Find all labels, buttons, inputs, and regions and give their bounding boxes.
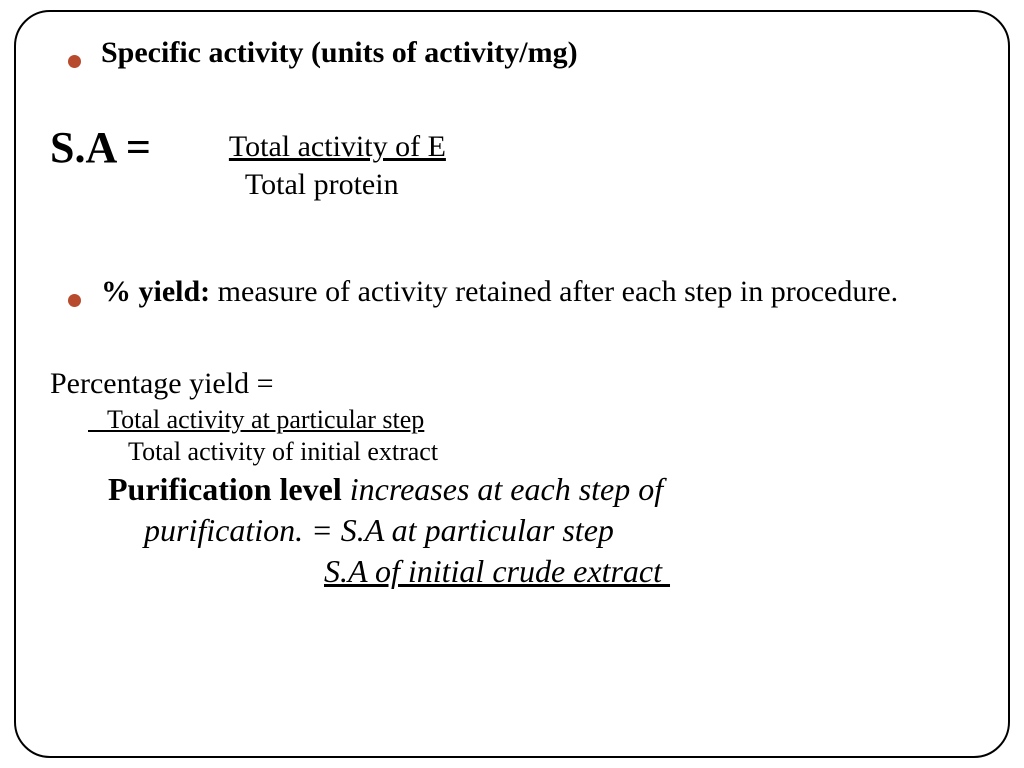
bullet-dot-icon: [68, 55, 81, 68]
py-numerator: Total activity at particular step: [88, 405, 974, 435]
sa-denominator: Total protein: [229, 168, 446, 202]
percentage-yield-label: Percentage yield =: [50, 367, 974, 401]
py-denominator: Total activity of initial extract: [88, 437, 974, 467]
purification-italic1: increases at each step of: [342, 471, 663, 507]
slide-frame: Specific activity (units of activity/mg)…: [14, 10, 1010, 758]
sa-numerator: Total activity of E: [229, 130, 446, 164]
bullet-item-2: % yield: measure of activity retained af…: [68, 272, 974, 311]
purification-line3: S.A of initial crude extract: [108, 551, 974, 592]
bullet-dot-icon: [68, 294, 81, 307]
specific-activity-formula: S.A = Total activity of E Total protein: [50, 122, 974, 202]
purification-line2: purification. = S.A at particular step: [108, 510, 974, 551]
purification-strong: Purification level: [108, 471, 342, 507]
bullet-item-1: Specific activity (units of activity/mg): [68, 36, 974, 70]
yield-desc: measure of activity retained after each …: [210, 275, 898, 308]
sa-fraction: Total activity of E Total protein: [229, 122, 446, 202]
sa-label: S.A =: [50, 122, 151, 173]
bullet2-text: % yield: measure of activity retained af…: [101, 272, 898, 311]
purification-block: Purification level increases at each ste…: [108, 469, 974, 592]
yield-label: % yield:: [101, 275, 210, 308]
bullet1-text: Specific activity (units of activity/mg): [101, 36, 578, 70]
purification-line1: Purification level increases at each ste…: [108, 469, 974, 510]
percentage-yield-fraction: Total activity at particular step Total …: [88, 405, 974, 467]
